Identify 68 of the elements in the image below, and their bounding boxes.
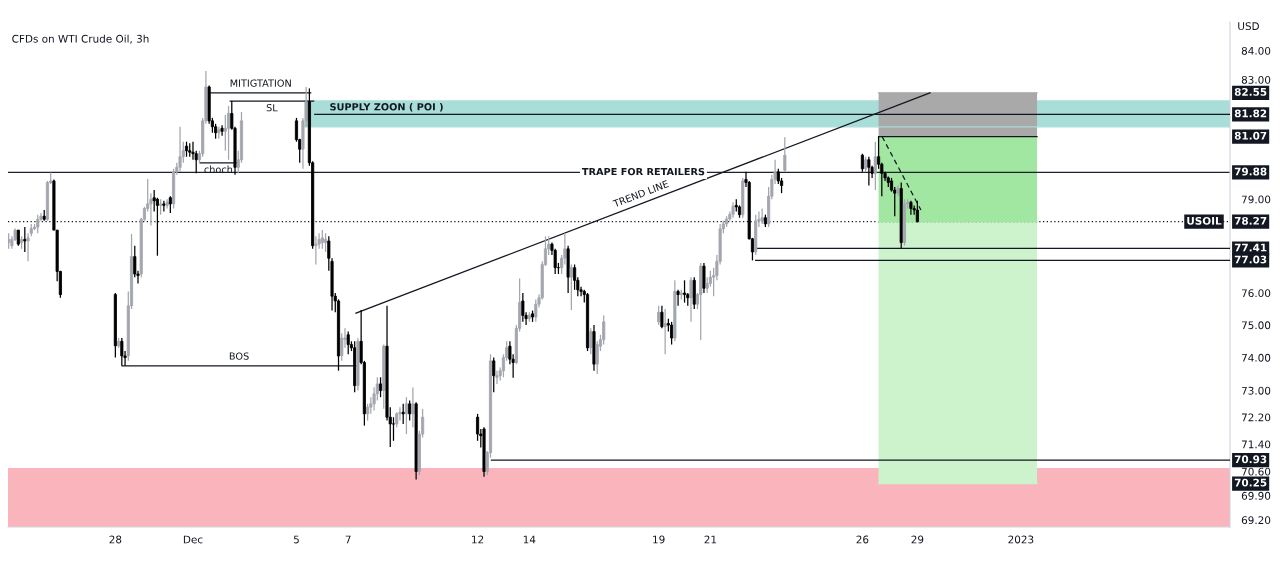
- series-label: MITIGTATION: [230, 79, 291, 87]
- y-tick-label: 74.00: [1241, 353, 1271, 362]
- series-label: choch: [204, 165, 233, 174]
- candlestick: [227, 105, 231, 161]
- y-axis-title: USD: [1238, 22, 1259, 31]
- candlestick: [320, 229, 324, 250]
- candlestick: [220, 124, 224, 137]
- y-tick-label: 75.00: [1241, 321, 1271, 330]
- candlestick: [657, 305, 661, 326]
- candlestick: [324, 232, 328, 253]
- candlestick: [120, 337, 124, 367]
- candlestick: [670, 321, 674, 346]
- series-label: SL: [266, 104, 278, 112]
- ref-line-label: TRAPE FOR RETAILERS: [581, 167, 705, 176]
- annotation: 70.93: [1234, 455, 1267, 464]
- y-tick-label: 69.90: [1241, 491, 1271, 500]
- candlestick: [860, 153, 864, 173]
- x-tick-label: Dec: [183, 535, 203, 544]
- candlestick: [589, 327, 593, 355]
- candlestick: [408, 399, 412, 422]
- x-tick-label: 21: [704, 535, 717, 544]
- y-tick-label: 69.20: [1241, 516, 1271, 525]
- candlestick: [340, 332, 344, 362]
- y-tick-label: 71.40: [1241, 440, 1271, 449]
- x-tick-label: 5: [293, 535, 299, 544]
- candlestick: [391, 416, 396, 442]
- x-tick-label: 28: [109, 535, 122, 544]
- y-tick-label: 73.00: [1241, 386, 1271, 395]
- candlestick: [692, 276, 696, 310]
- text: CFDs on WTI Crude Oil, 3h: [12, 34, 149, 44]
- candlestick: [401, 403, 405, 425]
- candlestick: [379, 376, 383, 398]
- annotation: USOIL: [1187, 216, 1222, 225]
- series-label: SUPPLY ZOON ( POI ): [330, 102, 443, 112]
- x-tick-label: 26: [856, 535, 869, 544]
- candlestick: [346, 330, 350, 355]
- candlestick: [26, 232, 30, 262]
- candlestick: [404, 396, 408, 435]
- y-tick-label: 84.00: [1241, 46, 1271, 55]
- x-tick-label: 2023: [1008, 535, 1034, 544]
- x-tick-label: 29: [911, 535, 924, 544]
- candlestick: [521, 292, 525, 323]
- y-tick-label: 70.60: [1241, 467, 1271, 476]
- candlestick: [178, 126, 182, 173]
- y-tick-label: 83.00: [1241, 75, 1271, 84]
- x-tick-label: 14: [523, 535, 536, 544]
- annotation: 70.25: [1234, 478, 1267, 487]
- y-tick-label: 76.00: [1241, 289, 1271, 298]
- series-label: BOS: [229, 352, 249, 360]
- candlestick: [217, 126, 221, 140]
- annotation: 81.82: [1234, 109, 1267, 118]
- annotation: 81.07: [1234, 131, 1267, 140]
- candlestick: [23, 226, 27, 253]
- candlestick: [569, 263, 573, 311]
- y-tick-label: 79.00: [1241, 195, 1271, 204]
- annotation: 79.88: [1234, 167, 1267, 176]
- annotation: 77.41: [1234, 243, 1267, 252]
- candlestick: [783, 136, 787, 173]
- x-tick-label: 19: [653, 535, 665, 544]
- annotation: 82.55: [1234, 87, 1267, 96]
- candlestick: [495, 370, 499, 385]
- x-tick-label: 7: [345, 535, 351, 544]
- y-tick-label: 72.20: [1241, 413, 1271, 422]
- candlestick: [314, 235, 318, 266]
- annotation: 78.27: [1234, 216, 1267, 225]
- candlestick: [534, 298, 538, 323]
- annotation: 77.03: [1234, 255, 1267, 264]
- x-tick-label: 12: [472, 535, 484, 544]
